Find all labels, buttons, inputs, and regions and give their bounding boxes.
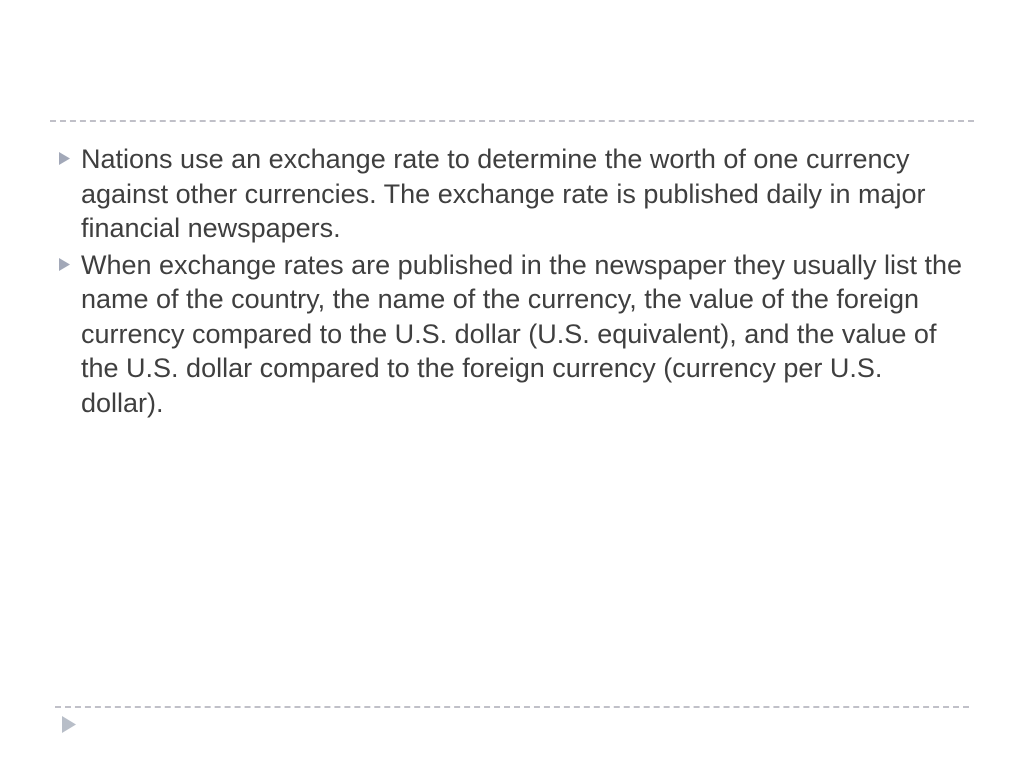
footer-triangle-icon (62, 716, 76, 738)
list-item: Nations use an exchange rate to determin… (55, 142, 969, 246)
triangle-right-icon (55, 258, 81, 271)
divider-top (50, 120, 974, 122)
slide-content: Nations use an exchange rate to determin… (50, 142, 974, 422)
divider-bottom (55, 706, 969, 708)
list-item: When exchange rates are published in the… (55, 248, 969, 421)
bullet-list: Nations use an exchange rate to determin… (55, 142, 969, 420)
triangle-right-icon (55, 152, 81, 165)
slide-container: Nations use an exchange rate to determin… (0, 0, 1024, 768)
bullet-text: Nations use an exchange rate to determin… (81, 142, 969, 246)
bullet-text: When exchange rates are published in the… (81, 248, 969, 421)
